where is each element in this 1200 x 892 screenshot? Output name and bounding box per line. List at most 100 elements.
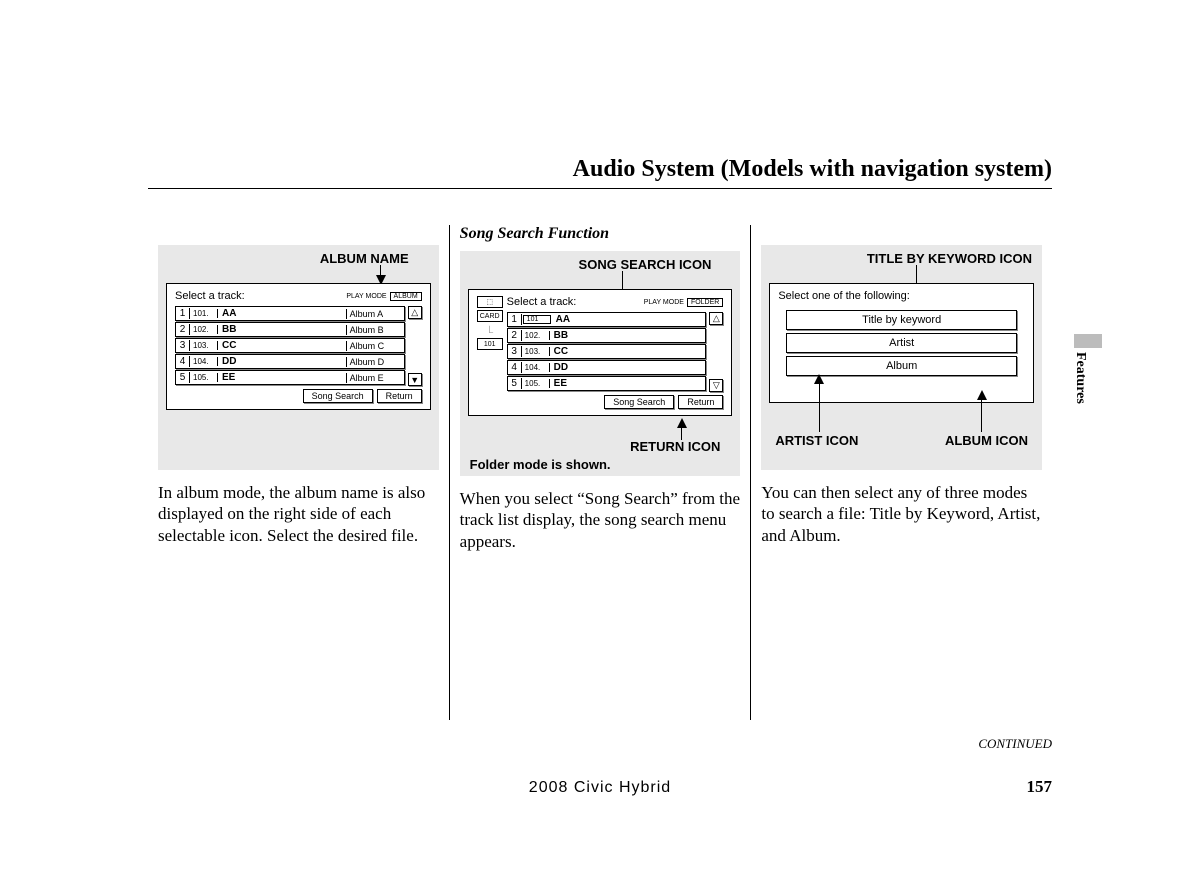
play-mode-label: PLAY MODE <box>346 293 386 300</box>
scroll-down-icon[interactable]: ▼ <box>408 373 422 386</box>
track-code: 102. <box>190 325 218 334</box>
track-album: Album A <box>346 309 404 319</box>
return-button[interactable]: Return <box>377 389 422 403</box>
arrow-up-icon <box>977 390 987 400</box>
option-title-keyword[interactable]: Title by keyword <box>786 310 1017 330</box>
song-search-button[interactable]: Song Search <box>604 395 674 409</box>
callout-album-name: ALBUM NAME <box>320 251 409 266</box>
play-mode-display: PLAY MODE FOLDER <box>644 298 724 307</box>
track-name: EE <box>550 378 706 389</box>
screen-album-mode: ALBUM NAME Select a track: PLAY MODE ALB… <box>158 245 439 470</box>
track-num: 2 <box>508 330 522 341</box>
scroll-up-icon[interactable]: △ <box>709 312 723 325</box>
track-code: 105. <box>522 379 550 388</box>
track-row[interactable]: 3103.CC <box>507 344 707 359</box>
callout-return-icon: RETURN ICON <box>630 439 720 454</box>
track-row[interactable]: 1101AA <box>507 312 707 327</box>
track-num: 1 <box>508 314 522 325</box>
track-name: BB <box>550 330 706 341</box>
device-frame-1: Select a track: PLAY MODE ALBUM 1101.AAA… <box>166 283 431 410</box>
tree-icon: ⎿ <box>477 324 503 336</box>
callout-artist-icon: ARTIST ICON <box>775 433 858 448</box>
frame-title: Select a track: <box>507 296 577 308</box>
play-mode-label: PLAY MODE <box>644 299 684 306</box>
track-row[interactable]: 5105.EEAlbum E <box>175 370 405 385</box>
track-num: 1 <box>176 308 190 319</box>
title-rule <box>148 188 1052 189</box>
track-name: AA <box>218 308 346 319</box>
page-title: Audio System (Models with navigation sys… <box>573 156 1052 183</box>
track-name: EE <box>218 372 346 383</box>
continued-label: CONTINUED <box>978 736 1052 752</box>
callout-title-keyword-icon: TITLE BY KEYWORD ICON <box>867 251 1032 266</box>
song-search-button[interactable]: Song Search <box>303 389 373 403</box>
option-artist[interactable]: Artist <box>786 333 1017 353</box>
column-album-mode: ALBUM NAME Select a track: PLAY MODE ALB… <box>148 225 449 720</box>
folder-up-icon[interactable]: ⬚ <box>477 296 503 308</box>
track-num: 4 <box>508 362 522 373</box>
track-album: Album C <box>346 341 404 351</box>
side-icons: ⬚ CARD ⎿ 101 <box>477 296 503 409</box>
track-name: BB <box>218 324 346 335</box>
column-song-search: Song Search Function SONG SEARCH ICON ⬚ … <box>449 225 751 720</box>
track-name: CC <box>218 340 346 351</box>
track-code: 101 <box>523 315 551 324</box>
track-name: DD <box>218 356 346 367</box>
section-subhead: Song Search Function <box>460 225 741 243</box>
track-num: 2 <box>176 324 190 335</box>
track-row[interactable]: 4104.DDAlbum D <box>175 354 405 369</box>
track-code: 102. <box>522 331 550 340</box>
track-code: 104. <box>522 363 550 372</box>
track-code: 103. <box>522 347 550 356</box>
page-number: 157 <box>1027 777 1053 797</box>
mode-box: ALBUM <box>390 292 422 301</box>
track-name: AA <box>552 314 706 325</box>
screen-song-search: SONG SEARCH ICON ⬚ CARD ⎿ 101 Select a t… <box>460 251 741 476</box>
callout-album-icon: ALBUM ICON <box>945 433 1028 448</box>
arrow-up-icon <box>677 418 687 428</box>
features-tab: Features <box>1072 352 1088 404</box>
track-album: Album B <box>346 325 404 335</box>
track-name: CC <box>550 346 706 357</box>
arrow-stem <box>981 400 982 432</box>
mode-box: FOLDER <box>687 298 723 307</box>
num-icon[interactable]: 101 <box>477 338 503 350</box>
track-album: Album D <box>346 357 404 367</box>
column-select-mode: TITLE BY KEYWORD ICON Select one of the … <box>750 225 1052 720</box>
track-row[interactable]: 5105.EE <box>507 376 707 391</box>
footer-model: 2008 Civic Hybrid <box>0 779 1200 797</box>
card-icon[interactable]: CARD <box>477 310 503 322</box>
track-row[interactable]: 3103.CCAlbum C <box>175 338 405 353</box>
body-text-3: You can then select any of three modes t… <box>761 482 1042 546</box>
callout-song-search-icon: SONG SEARCH ICON <box>560 257 731 272</box>
arrow-up-icon <box>814 374 824 384</box>
note-folder-mode: Folder mode is shown. <box>470 457 611 472</box>
track-num: 3 <box>176 340 190 351</box>
body-text-2: When you select “Song Search” from the t… <box>460 488 741 552</box>
track-num: 5 <box>176 372 190 383</box>
track-code: 103. <box>190 341 218 350</box>
return-button[interactable]: Return <box>678 395 723 409</box>
track-num: 4 <box>176 356 190 367</box>
play-mode-display: PLAY MODE ALBUM <box>346 292 421 301</box>
track-row[interactable]: 2102.BBAlbum B <box>175 322 405 337</box>
scroll-down-icon[interactable]: ▽ <box>709 379 723 392</box>
track-row[interactable]: 4104.DD <box>507 360 707 375</box>
content-columns: ALBUM NAME Select a track: PLAY MODE ALB… <box>148 225 1052 720</box>
track-code: 105. <box>190 373 218 382</box>
track-row[interactable]: 2102.BB <box>507 328 707 343</box>
track-num: 5 <box>508 378 522 389</box>
track-name: DD <box>550 362 706 373</box>
track-code: 101. <box>190 309 218 318</box>
option-album[interactable]: Album <box>786 356 1017 376</box>
device-frame-3: Select one of the following: Title by ke… <box>769 283 1034 403</box>
track-row[interactable]: 1101.AAAlbum A <box>175 306 405 321</box>
scroll-up-icon[interactable]: △ <box>408 306 422 319</box>
frame-title: Select one of the following: <box>778 290 1025 302</box>
screen-select-one: TITLE BY KEYWORD ICON Select one of the … <box>761 245 1042 470</box>
section-tab-marker <box>1074 334 1102 348</box>
body-text-1: In album mode, the album name is also di… <box>158 482 439 546</box>
arrow-stem <box>819 384 820 432</box>
track-num: 3 <box>508 346 522 357</box>
device-frame-2: ⬚ CARD ⎿ 101 Select a track: PLAY MODE F… <box>468 289 733 416</box>
